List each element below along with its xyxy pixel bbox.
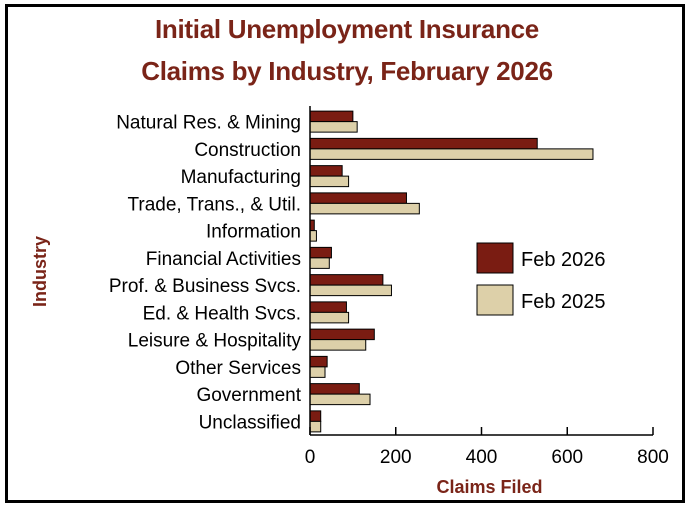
bar-feb-2025	[309, 148, 594, 160]
legend-label: Feb 2025	[521, 291, 606, 313]
y-tick-label: Prof. & Business Svcs.	[109, 276, 301, 297]
bar-feb-2026	[309, 328, 375, 341]
x-tick-label: 400	[466, 447, 498, 468]
chart-frame	[5, 4, 685, 503]
y-tick-label: Manufacturing	[181, 167, 301, 188]
bar-feb-2026	[309, 192, 407, 204]
bar-feb-2025	[309, 339, 367, 351]
x-tick-label: 800	[637, 447, 669, 468]
y-tick-label: Information	[206, 222, 301, 243]
bars-group	[309, 110, 594, 433]
x-tick-label: 600	[551, 447, 583, 468]
legend-swatch	[476, 284, 514, 316]
legend-swatch	[476, 242, 514, 274]
bar-feb-2025	[309, 420, 322, 433]
bar-feb-2025	[309, 230, 317, 242]
bar-feb-2025	[309, 366, 326, 378]
x-tick-label: 200	[380, 447, 412, 468]
chart-title-line-2: Claims by Industry, February 2026	[141, 56, 553, 86]
x-axis: 0 200 400 600 800	[305, 427, 669, 468]
y-tick-label: Natural Res. & Mining	[116, 113, 301, 134]
bar-feb-2026	[309, 301, 347, 313]
bar-feb-2026	[309, 410, 322, 422]
bar-feb-2025	[309, 393, 371, 406]
bar-feb-2026	[309, 355, 328, 368]
x-axis-title: Claims Filed	[436, 477, 542, 497]
bar-feb-2026	[309, 246, 332, 259]
y-tick-label: Ed. & Health Svcs.	[143, 303, 301, 324]
bar-feb-2026	[309, 383, 360, 395]
legend: Feb 2026 Feb 2025	[476, 242, 606, 316]
bar-feb-2025	[309, 284, 392, 297]
chart-title-line-1: Initial Unemployment Insurance	[155, 14, 539, 44]
y-tick-label: Other Services	[175, 358, 301, 379]
bar-feb-2025	[309, 257, 330, 269]
y-tick-label: Government	[196, 385, 301, 406]
bar-feb-2026	[309, 110, 354, 123]
y-tick-label: Construction	[194, 140, 301, 161]
y-tick-label: Trade, Trans., & Util.	[127, 194, 301, 215]
bar-feb-2025	[309, 175, 350, 188]
bar-feb-2025	[309, 311, 350, 324]
y-axis-title: Industry	[30, 236, 50, 307]
bar-feb-2026	[309, 274, 384, 286]
y-tick-label: Leisure & Hospitality	[128, 331, 302, 352]
x-tick-label: 0	[305, 447, 316, 468]
y-tick-labels: Natural Res. & Mining Construction Manufac…	[109, 113, 302, 434]
bar-feb-2025	[309, 202, 420, 215]
bar-feb-2026	[309, 165, 343, 177]
bar-feb-2025	[309, 121, 358, 133]
y-tick-label: Financial Activities	[146, 249, 301, 270]
legend-label: Feb 2026	[521, 249, 606, 271]
y-tick-label: Unclassified	[199, 412, 301, 433]
bar-feb-2026	[309, 137, 538, 150]
